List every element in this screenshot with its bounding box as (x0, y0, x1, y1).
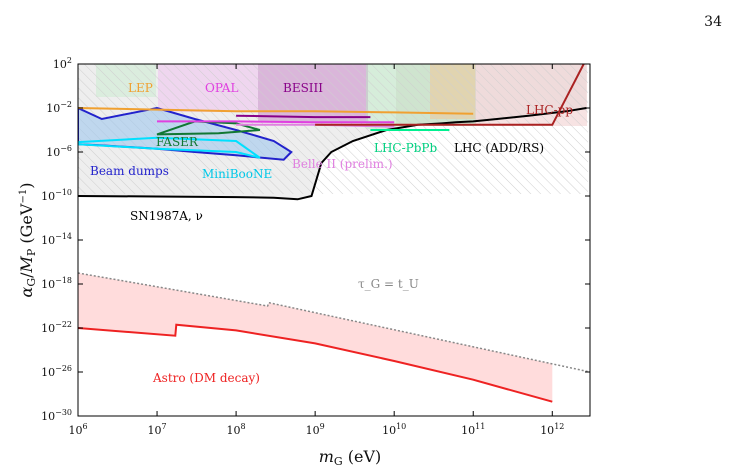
page-number: 34 (704, 14, 722, 30)
series-opal-line (157, 120, 395, 124)
x-tick-label: 1010 (382, 422, 406, 437)
series-astro-dm-decay-line (78, 323, 553, 403)
x-axis-label: mG (eV) (319, 447, 382, 468)
label-opal: OPAL (205, 81, 238, 95)
y-tick-label: 10−10 (41, 188, 72, 203)
x-tick-label: 106 (68, 422, 87, 437)
label-miniboone: MiniBooNE (202, 167, 272, 181)
series-lep-line (78, 107, 474, 115)
y-tick-label: 10−26 (41, 364, 72, 379)
x-tick-label: 1012 (540, 422, 564, 437)
x-tick-label: 108 (227, 422, 246, 437)
label-belle-ii-prelim: Belle II (prelim.) (292, 157, 393, 171)
y-tick-label: 10−2 (46, 100, 72, 115)
y-tick-label: 10−22 (41, 320, 72, 335)
series-g-t-u-line (78, 272, 590, 373)
y-tick-label: 10−6 (46, 144, 72, 159)
label-g-t-u: τ_G = t_U (358, 277, 419, 291)
label-lhc-pbpb: LHC-PbPb (374, 141, 438, 155)
y-axis-label: αG/MP (GeV−1) (17, 183, 38, 298)
x-tick-label: 109 (306, 422, 325, 437)
series-lhc-pp-line (315, 64, 585, 126)
series-sn1987a-line (78, 107, 587, 201)
y-tick-label: 10−18 (41, 276, 72, 291)
y-tick-label: 10−30 (41, 408, 72, 423)
label-faser: FASER (156, 135, 199, 149)
y-tick-label: 10−14 (41, 232, 72, 247)
series-faser-line (156, 120, 261, 136)
label-lep: LEP (128, 81, 153, 95)
label-lhc-pp: LHC-pp (526, 103, 573, 117)
label-beam-dumps: Beam dumps (90, 164, 169, 178)
label-lhc-add-rs: LHC (ADD/RS) (454, 141, 544, 155)
series-miniboone-line (78, 136, 261, 159)
x-tick-label: 1011 (461, 422, 485, 437)
label-astro-dm-decay: Astro (DM decay) (152, 371, 260, 385)
label-besiii: BESIII (283, 81, 323, 95)
x-tick-label: 107 (148, 422, 167, 437)
series-besiii-line (236, 114, 371, 119)
label-sn1987a: SN1987A, ν (130, 209, 203, 223)
y-tick-label: 102 (53, 56, 72, 71)
